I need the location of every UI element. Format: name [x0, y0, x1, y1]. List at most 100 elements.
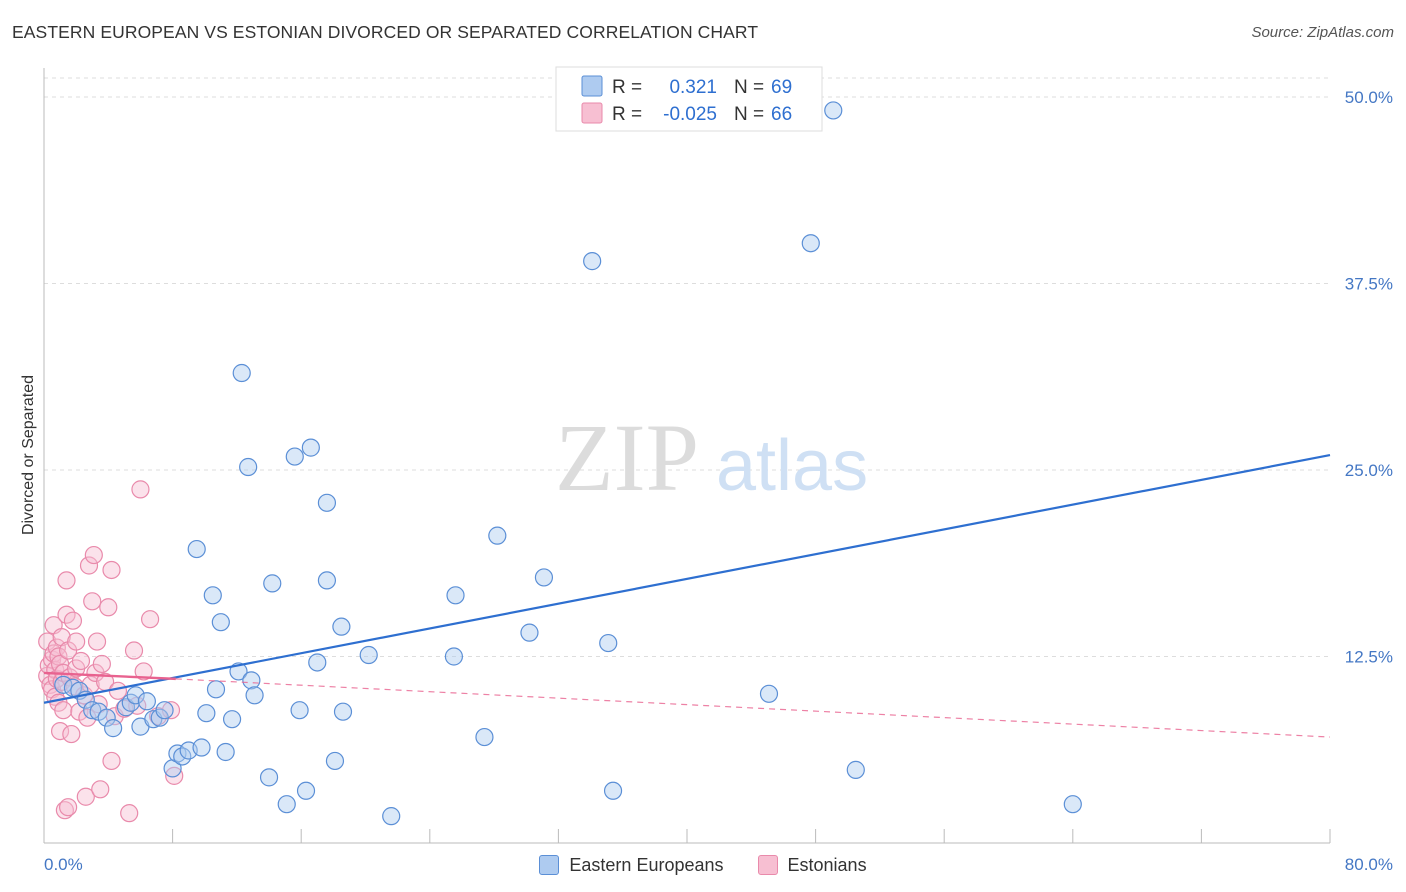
data-point-eastern-europeans: [197, 704, 216, 723]
legend-r-label-pink: R =: [612, 104, 642, 125]
legend-r-label-blue: R =: [612, 77, 642, 98]
data-point-eastern-europeans: [290, 701, 309, 720]
data-point-estonians: [131, 480, 150, 499]
data-point-eastern-europeans: [263, 574, 282, 593]
data-point-eastern-europeans: [333, 702, 353, 721]
data-point-estonians: [79, 556, 99, 575]
data-point-estonians: [57, 571, 76, 590]
watermark: ZIP atlas: [555, 404, 868, 511]
data-point-eastern-europeans: [168, 744, 187, 763]
data-point-estonians: [62, 724, 81, 744]
data-point-eastern-europeans: [475, 727, 494, 747]
data-point-eastern-europeans: [97, 708, 116, 727]
data-point-eastern-europeans: [520, 623, 539, 642]
x-tick-label-min: 0.0%: [44, 855, 83, 874]
data-point-estonians: [67, 632, 86, 651]
y-tick-label: 37.5%: [1345, 275, 1393, 294]
legend-n-value-blue: 69: [771, 77, 792, 98]
data-point-eastern-europeans: [583, 252, 602, 271]
data-point-eastern-europeans: [222, 710, 242, 729]
data-point-estonians: [99, 598, 118, 617]
data-point-eastern-europeans: [239, 457, 258, 477]
chart-source: Source: ZipAtlas.com: [1251, 24, 1394, 41]
data-point-estonians: [134, 662, 153, 681]
data-point-eastern-europeans: [126, 686, 145, 705]
data-point-eastern-europeans: [846, 760, 865, 779]
legend-n-value-pink: 66: [771, 104, 792, 125]
data-point-eastern-europeans: [245, 686, 264, 705]
data-point-estonians: [124, 641, 144, 660]
data-point-estonians: [84, 545, 103, 565]
data-point-estonians: [71, 651, 91, 671]
legend-swatch-eastern-europeans: [539, 855, 560, 875]
trend-line-estonians-dashed: [175, 678, 1331, 738]
data-point-eastern-europeans: [104, 719, 123, 738]
data-point-eastern-europeans: [603, 781, 623, 800]
y-tick-label: 50.0%: [1345, 88, 1393, 107]
data-point-eastern-europeans: [187, 539, 206, 559]
legend-label-eastern-europeans: Eastern Europeans: [569, 854, 724, 875]
data-point-estonians: [59, 798, 78, 817]
legend-swatch-blue: [581, 75, 603, 97]
data-point-eastern-europeans: [325, 751, 345, 771]
data-point-estonians: [76, 787, 95, 806]
trend-layer: [43, 453, 1331, 738]
series-estonians: [38, 480, 184, 823]
legend-item-estonians: Estonians: [757, 855, 867, 876]
data-point-estonians: [55, 801, 74, 820]
data-point-eastern-europeans: [332, 617, 351, 636]
correlation-legend: R = 0.321 N = 69 R = -0.025 N = 66: [555, 66, 823, 132]
data-point-eastern-europeans: [277, 795, 296, 814]
data-point-estonians: [140, 610, 160, 629]
data-point-eastern-europeans: [259, 768, 279, 787]
data-point-estonians: [102, 751, 121, 771]
data-point-eastern-europeans: [599, 633, 618, 653]
legend-n-label-blue: N =: [734, 77, 764, 98]
data-point-estonians: [102, 560, 121, 580]
data-point-estonians: [49, 647, 68, 666]
data-point-eastern-europeans: [824, 101, 843, 120]
data-point-eastern-europeans: [488, 526, 507, 545]
data-point-eastern-europeans: [211, 613, 230, 632]
y-axis-label: Divorced or Separated: [20, 375, 37, 535]
data-point-eastern-europeans: [137, 692, 156, 711]
data-point-eastern-europeans: [242, 671, 261, 690]
legend-item-eastern-europeans: Eastern Europeans: [539, 854, 724, 876]
series-eastern-europeans: [54, 101, 1082, 826]
data-point-estonians: [54, 701, 73, 720]
data-point-eastern-europeans: [534, 568, 554, 587]
trend-line-estonians: [43, 671, 176, 681]
data-point-eastern-europeans: [308, 653, 327, 672]
data-point-estonians: [91, 780, 110, 799]
data-point-eastern-europeans: [296, 781, 316, 800]
data-point-eastern-europeans: [317, 493, 337, 512]
data-point-estonians: [50, 721, 70, 741]
data-point-estonians: [120, 804, 139, 823]
legend-r-value-pink: -0.025: [663, 104, 717, 125]
chart-title: EASTERN EUROPEAN VS ESTONIAN DIVORCED OR…: [12, 22, 759, 42]
data-point-estonians: [165, 766, 184, 785]
data-point-eastern-europeans: [359, 645, 378, 665]
legend-n-label-pink: N =: [734, 104, 764, 125]
data-point-estonians: [87, 632, 107, 651]
trend-line-eastern-europeans: [43, 453, 1331, 704]
data-point-estonians: [92, 654, 111, 674]
data-point-eastern-europeans: [301, 438, 320, 457]
data-point-eastern-europeans: [203, 586, 222, 605]
data-point-eastern-europeans: [192, 738, 211, 757]
data-point-eastern-europeans: [206, 680, 226, 699]
data-point-estonians: [63, 611, 83, 630]
series-legend: Eastern Europeans Estonians: [0, 852, 1406, 878]
data-point-eastern-europeans: [759, 684, 779, 703]
watermark-zip: ZIP: [555, 404, 699, 511]
ticks-layer: 12.5% 25.0% 37.5% 50.0% 0.0% 80.0%: [44, 88, 1393, 874]
data-point-eastern-europeans: [83, 701, 102, 720]
data-point-estonians: [83, 592, 102, 611]
watermark-atlas: atlas: [716, 426, 868, 506]
data-point-estonians: [108, 681, 128, 700]
y-tick-label: 12.5%: [1345, 648, 1393, 667]
data-point-eastern-europeans: [446, 586, 465, 605]
data-point-eastern-europeans: [382, 807, 401, 826]
data-point-eastern-europeans: [1063, 795, 1082, 814]
data-point-eastern-europeans: [317, 571, 337, 590]
